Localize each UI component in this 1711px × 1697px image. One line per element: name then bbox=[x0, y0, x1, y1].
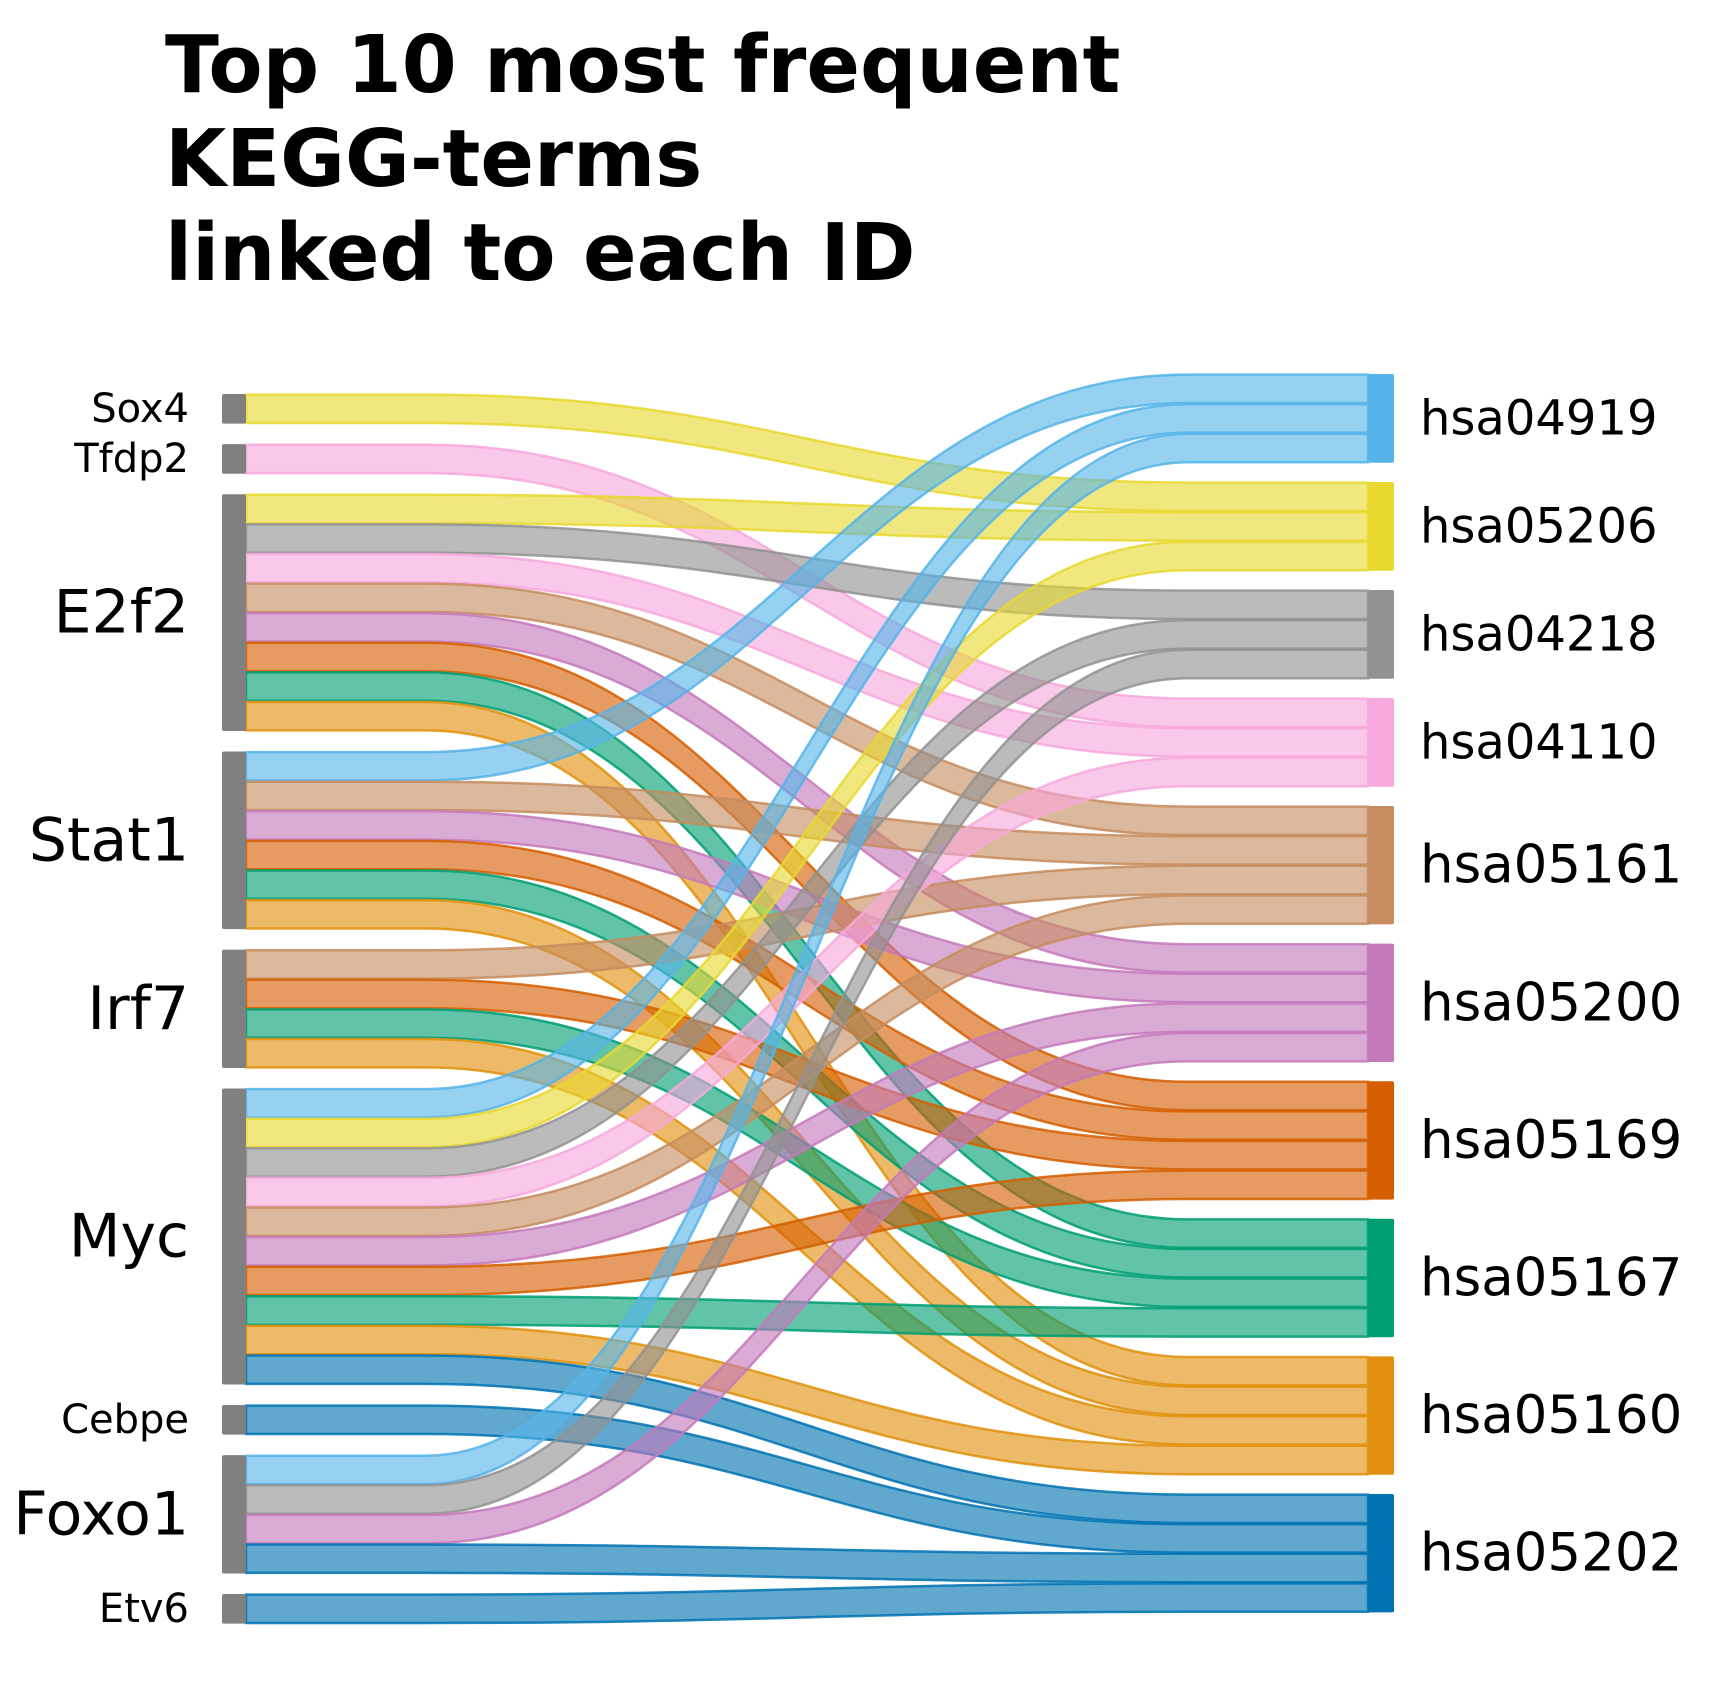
title-line-3: linked to each ID bbox=[165, 207, 916, 299]
target-node-hsa04110 bbox=[1368, 698, 1394, 787]
target-label-hsa05161: hsa05161 bbox=[1420, 835, 1682, 896]
source-label-etv6: Etv6 bbox=[99, 1586, 189, 1632]
source-label-myc: Myc bbox=[69, 1202, 189, 1272]
target-node-hsa04218 bbox=[1368, 590, 1394, 679]
source-node-myc bbox=[222, 1088, 246, 1385]
target-node-hsa05169 bbox=[1368, 1081, 1394, 1200]
link-myc-hsa05206 bbox=[244, 540, 1370, 1149]
target-label-hsa04919: hsa04919 bbox=[1420, 390, 1658, 446]
source-node-foxo1 bbox=[222, 1455, 246, 1574]
target-label-hsa05167: hsa05167 bbox=[1420, 1248, 1682, 1309]
target-label-hsa05206: hsa05206 bbox=[1420, 498, 1658, 554]
link-foxo1-hsa04919 bbox=[244, 432, 1370, 1486]
link-foxo1-hsa05200 bbox=[244, 1031, 1370, 1545]
target-label-hsa05202: hsa05202 bbox=[1420, 1523, 1682, 1584]
link-foxo1-hsa04218 bbox=[244, 648, 1370, 1515]
title-line-1: Top 10 most frequent bbox=[165, 19, 1121, 111]
target-label-hsa04218: hsa04218 bbox=[1420, 606, 1658, 662]
source-label-e2f2: E2f2 bbox=[54, 578, 189, 648]
source-label-tfdp2: Tfdp2 bbox=[73, 436, 189, 482]
target-node-hsa05161 bbox=[1368, 806, 1394, 925]
source-label-sox4: Sox4 bbox=[91, 386, 189, 432]
chart-title: Top 10 most frequent KEGG-terms linked t… bbox=[165, 18, 1120, 300]
source-node-cebpe bbox=[222, 1405, 246, 1435]
source-label-stat1: Stat1 bbox=[29, 805, 189, 875]
link-etv6-hsa05202 bbox=[244, 1582, 1370, 1625]
target-node-hsa05200 bbox=[1368, 943, 1394, 1062]
source-node-stat1 bbox=[222, 751, 246, 930]
source-label-foxo1: Foxo1 bbox=[13, 1479, 189, 1549]
link-myc-hsa04110 bbox=[244, 756, 1370, 1208]
link-layer bbox=[244, 373, 1370, 1625]
target-node-hsa05167 bbox=[1368, 1218, 1394, 1338]
node-layer bbox=[222, 374, 1394, 1624]
source-node-tfdp2 bbox=[222, 444, 246, 474]
link-myc-hsa05160 bbox=[244, 1324, 1370, 1476]
target-node-hsa05160 bbox=[1368, 1356, 1394, 1475]
target-node-hsa05202 bbox=[1368, 1494, 1394, 1613]
target-node-hsa04919 bbox=[1368, 374, 1394, 463]
target-label-hsa04110: hsa04110 bbox=[1420, 714, 1658, 770]
source-node-e2f2 bbox=[222, 494, 246, 731]
source-node-etv6 bbox=[222, 1594, 246, 1624]
target-label-hsa05160: hsa05160 bbox=[1420, 1385, 1682, 1446]
source-label-irf7: Irf7 bbox=[87, 974, 189, 1044]
target-label-hsa05169: hsa05169 bbox=[1420, 1110, 1682, 1171]
target-node-hsa05206 bbox=[1368, 482, 1394, 571]
source-node-irf7 bbox=[222, 949, 246, 1068]
source-node-sox4 bbox=[222, 394, 246, 424]
source-label-cebpe: Cebpe bbox=[61, 1397, 189, 1443]
title-line-2: KEGG-terms bbox=[165, 113, 703, 205]
target-label-hsa05200: hsa05200 bbox=[1420, 972, 1682, 1033]
